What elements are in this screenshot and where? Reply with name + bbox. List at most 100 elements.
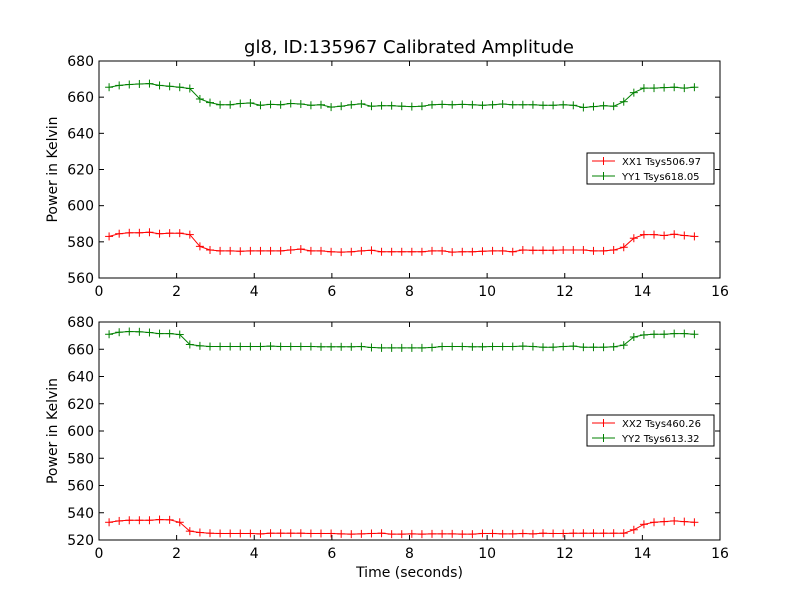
data-point (327, 247, 336, 256)
data-point (569, 529, 578, 538)
data-point (145, 79, 154, 88)
data-point (670, 230, 679, 239)
data-point (417, 102, 426, 111)
series-2 (105, 327, 699, 352)
data-point (498, 342, 507, 351)
data-point (306, 101, 315, 110)
legend-label: XX2 Tsys460.26 (622, 419, 701, 430)
data-point (559, 342, 568, 351)
data-point (549, 101, 558, 110)
data-point (629, 525, 638, 534)
data-point (266, 100, 275, 109)
data-point (105, 330, 114, 339)
data-point (660, 330, 669, 339)
data-point (660, 517, 669, 526)
data-point (518, 245, 527, 254)
x-tick-label: 0 (95, 546, 104, 562)
data-point (175, 83, 184, 92)
data-point (539, 343, 548, 352)
data-point (579, 343, 588, 352)
data-point (619, 243, 628, 252)
data-point (246, 342, 255, 351)
data-point (155, 229, 164, 238)
data-point (276, 100, 285, 109)
y-tick-label: 540 (67, 506, 94, 522)
data-point (266, 246, 275, 255)
data-point (559, 100, 568, 109)
data-point (417, 530, 426, 539)
data-point (185, 84, 194, 93)
data-point (135, 516, 144, 525)
data-point (115, 229, 124, 238)
data-point (468, 530, 477, 539)
y-tick-label: 560 (67, 479, 94, 495)
data-point (417, 343, 426, 352)
data-point (478, 342, 487, 351)
data-point (256, 101, 265, 110)
data-point (539, 101, 548, 110)
data-point (458, 100, 467, 109)
x-tick-label: 8 (405, 546, 414, 562)
data-point (428, 100, 437, 109)
data-point (407, 102, 416, 111)
data-point (680, 84, 689, 93)
data-point (690, 518, 699, 527)
data-point (155, 515, 164, 524)
plot-panel-1: 0 2 4 6 8 10 12 14 16 560 580 600 620 640 660 680 Power … (45, 54, 729, 300)
data-point (448, 100, 457, 109)
data-point (639, 84, 648, 93)
data-point (377, 529, 386, 538)
data-point (518, 529, 527, 538)
data-point (216, 529, 225, 538)
data-point (488, 246, 497, 255)
data-point (690, 83, 699, 92)
x-tick-label: 6 (327, 284, 336, 300)
data-point (488, 342, 497, 351)
x-axis-label: Time (seconds) (355, 565, 463, 581)
data-point (589, 343, 598, 352)
data-point (639, 520, 648, 529)
data-point (569, 245, 578, 254)
legend: XX2 Tsys460.26 YY2 Tsys613.32 (586, 414, 715, 447)
data-point (488, 100, 497, 109)
y-tick-label: 580 (67, 451, 94, 467)
data-point (589, 246, 598, 255)
series-1 (105, 515, 699, 539)
data-point (195, 242, 204, 251)
data-point (216, 342, 225, 351)
y-tick-label: 660 (67, 342, 94, 358)
data-point (296, 245, 305, 254)
data-point (135, 228, 144, 237)
data-point (397, 102, 406, 111)
data-point (226, 246, 235, 255)
data-point (105, 83, 114, 92)
data-point (690, 232, 699, 241)
legend: XX1 Tsys506.97 YY1 Tsys618.05 (586, 152, 715, 185)
data-point (660, 231, 669, 240)
data-point (306, 246, 315, 255)
data-point (660, 83, 669, 92)
plot-panel-2: 0 2 4 6 8 10 12 14 16 520 540 560 580 600 620 640 660 680… (45, 315, 729, 581)
data-point (246, 98, 255, 107)
data-point (498, 246, 507, 255)
data-point (195, 528, 204, 537)
data-point (347, 247, 356, 256)
data-point (670, 83, 679, 92)
data-point (650, 84, 659, 93)
data-point (377, 343, 386, 352)
data-point (670, 516, 679, 525)
y-axis-label: Power in Kelvin (45, 378, 61, 484)
data-point (448, 248, 457, 257)
data-point (236, 99, 245, 108)
data-point (256, 342, 265, 351)
data-point (327, 103, 336, 112)
data-point (195, 94, 204, 103)
data-point (528, 342, 537, 351)
legend-label: XX1 Tsys506.97 (622, 157, 701, 168)
y-tick-label: 600 (67, 199, 94, 215)
y-tick-label: 620 (67, 397, 94, 413)
data-point (347, 342, 356, 351)
data-point (448, 342, 457, 351)
